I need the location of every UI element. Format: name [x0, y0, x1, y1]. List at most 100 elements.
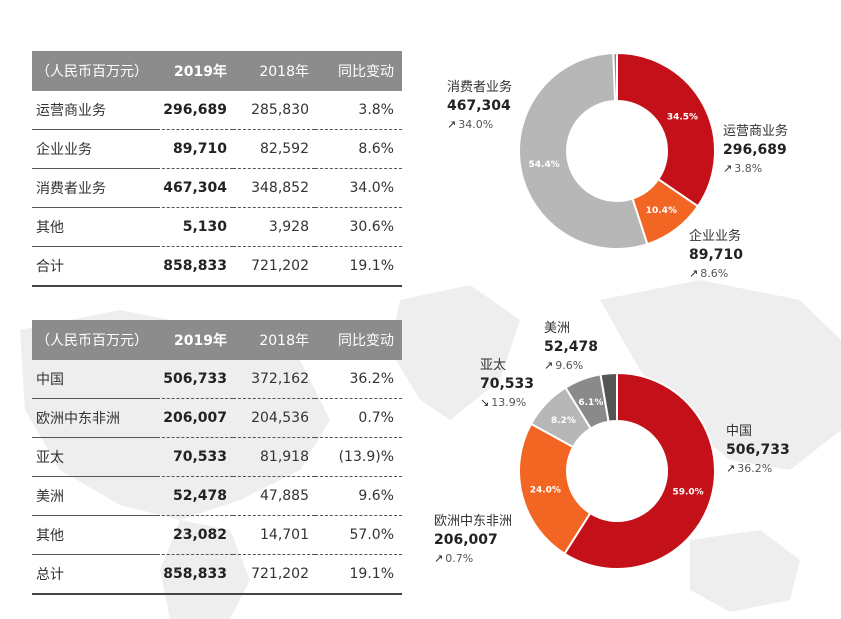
annotation-carrier: 运营商业务 296,689 ↗ 3.8%	[723, 124, 788, 176]
yoy-change: 19.1%	[315, 246, 402, 287]
value-2018: 721,202	[233, 246, 315, 287]
table-row: 其他 5,130 3,928 30.6%	[32, 207, 402, 247]
row-label: 亚太	[32, 437, 157, 477]
yoy-change: 34.0%	[315, 168, 402, 208]
value-2019: 467,304	[157, 168, 233, 208]
arrow-up-right-icon: ↗	[689, 267, 699, 281]
slice-percent-label: 54.4%	[529, 160, 560, 170]
row-label: 其他	[32, 207, 157, 247]
slice-value: 506,733	[726, 441, 790, 458]
row-label: 欧洲中东非洲	[32, 398, 157, 438]
yoy-change: 0.7%	[315, 398, 402, 438]
value-2018: 3,928	[233, 207, 315, 247]
value-2019: 5,130	[157, 207, 233, 247]
value-2019: 70,533	[157, 437, 233, 477]
slice-percent-label: 8.2%	[551, 416, 576, 426]
slice-change: ↘ 13.9%	[480, 396, 527, 410]
slice-percent-label: 6.1%	[578, 398, 603, 408]
value-2018: 204,536	[233, 398, 315, 438]
table-row: 合计 858,833 721,202 19.1%	[32, 246, 402, 287]
slice-change: ↗ 0.7%	[434, 552, 474, 566]
yoy-change: 30.6%	[315, 207, 402, 247]
slice-value: 52,478	[544, 338, 599, 355]
annotation-enterprise: 企业业务 89,710 ↗ 8.6%	[689, 229, 743, 281]
slice-change: ↗ 34.0%	[447, 118, 494, 132]
slice-value: 206,007	[434, 531, 498, 548]
arrow-up-right-icon: ↗	[726, 462, 736, 476]
yoy-change: 3.8%	[315, 91, 402, 130]
value-2019: 506,733	[157, 360, 233, 399]
yoy-change: 36.2%	[315, 360, 402, 399]
slice-percent-label: 59.0%	[672, 488, 703, 498]
yoy-change: 9.6%	[315, 476, 402, 516]
slice-percent-label: 34.5%	[667, 112, 698, 122]
slice-value: 467,304	[447, 97, 511, 114]
yoy-change: (13.9)%	[315, 437, 402, 477]
value-2019: 23,082	[157, 515, 233, 555]
row-label: 美洲	[32, 476, 157, 516]
value-2018: 372,162	[233, 360, 315, 399]
value-2018: 47,885	[233, 476, 315, 516]
table-row: 总计 858,833 721,202 19.1%	[32, 554, 402, 595]
table-row: 欧洲中东非洲 206,007 204,536 0.7%	[32, 398, 402, 438]
slice-label: 亚太	[480, 358, 507, 373]
value-2019: 52,478	[157, 476, 233, 516]
header-2018: 2018年	[233, 320, 315, 360]
value-2019: 858,833	[157, 246, 233, 287]
slice-label: 企业业务	[689, 229, 742, 244]
table-row: 其他 23,082 14,701 57.0%	[32, 515, 402, 555]
yoy-change: 8.6%	[315, 129, 402, 169]
slice-label: 运营商业务	[723, 124, 789, 139]
table-row: 亚太 70,533 81,918 (13.9)%	[32, 437, 402, 477]
table-row: 消费者业务 467,304 348,852 34.0%	[32, 168, 402, 208]
slice-label: 中国	[726, 424, 753, 439]
annotation-americas: 美洲 52,478 ↗ 9.6%	[544, 321, 598, 373]
header-unit: （人民币百万元）	[32, 51, 157, 91]
value-2019: 858,833	[157, 554, 233, 595]
value-2019: 89,710	[157, 129, 233, 169]
table-row: 美洲 52,478 47,885 9.6%	[32, 476, 402, 516]
table-row: 中国 506,733 372,162 36.2%	[32, 360, 402, 399]
donut-slice-0-2	[518, 52, 649, 250]
value-2019: 296,689	[157, 91, 233, 130]
arrow-up-right-icon: ↗	[434, 552, 444, 566]
row-label: 合计	[32, 246, 157, 287]
yoy-change: 57.0%	[315, 515, 402, 555]
slice-label: 欧洲中东非洲	[434, 514, 513, 529]
region-table: （人民币百万元） 2019年 2018年 同比变动 中国 506,733 372,1…	[32, 320, 402, 595]
arrow-down-right-icon: ↘	[480, 396, 490, 410]
annotation-china: 中国 506,733 ↗ 36.2%	[726, 424, 790, 476]
header-yoy-change: 同比变动	[315, 51, 402, 91]
business-segment-table: （人民币百万元） 2019年 2018年 同比变动 运营商业务 296,689 28…	[32, 51, 402, 287]
donut-slice-0-3	[612, 51, 618, 103]
header-unit: （人民币百万元）	[32, 320, 157, 360]
value-2018: 14,701	[233, 515, 315, 555]
annotation-emea: 欧洲中东非洲 206,007 ↗ 0.7%	[434, 514, 512, 566]
value-2018: 721,202	[233, 554, 315, 595]
value-2018: 82,592	[233, 129, 315, 169]
row-label: 其他	[32, 515, 157, 555]
header-yoy-change: 同比变动	[315, 320, 402, 360]
table-header-row: （人民币百万元） 2019年 2018年 同比变动	[32, 51, 402, 91]
value-2018: 348,852	[233, 168, 315, 208]
slice-change: ↗ 9.6%	[544, 359, 584, 373]
arrow-up-right-icon: ↗	[447, 118, 457, 132]
table-header-row: （人民币百万元） 2019年 2018年 同比变动	[32, 320, 402, 360]
table-row: 运营商业务 296,689 285,830 3.8%	[32, 91, 402, 130]
annotation-consumer: 消费者业务 467,304 ↗ 34.0%	[447, 80, 512, 132]
value-2018: 81,918	[233, 437, 315, 477]
slice-value: 89,710	[689, 246, 744, 263]
donut-slice-1-1	[518, 422, 592, 556]
slice-percent-label: 10.4%	[646, 206, 677, 216]
table-row: 企业业务 89,710 82,592 8.6%	[32, 129, 402, 169]
donut-slice-1-0	[563, 371, 716, 570]
slice-value: 296,689	[723, 141, 787, 158]
header-2019: 2019年	[157, 320, 233, 360]
value-2019: 206,007	[157, 398, 233, 438]
header-2019: 2019年	[157, 51, 233, 91]
annotation-asia-pacific: 亚太 70,533 ↘ 13.9%	[480, 358, 534, 410]
arrow-up-right-icon: ↗	[544, 359, 554, 373]
slice-change: ↗ 36.2%	[726, 462, 773, 476]
row-label: 运营商业务	[32, 91, 157, 130]
